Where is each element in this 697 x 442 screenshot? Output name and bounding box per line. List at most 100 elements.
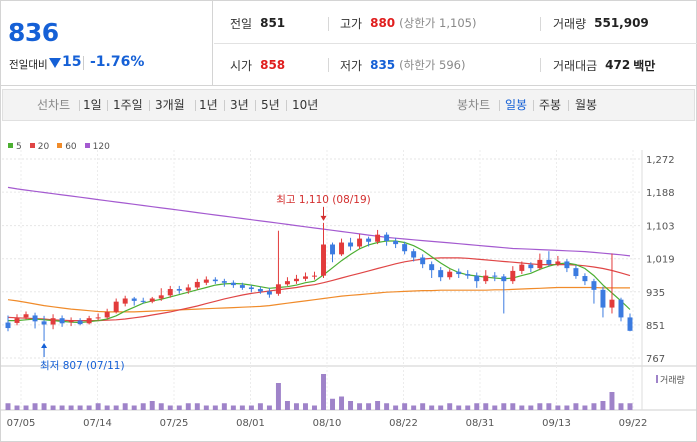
legend-item-ma20: 20: [29, 142, 49, 152]
volume-bar: [519, 405, 525, 410]
candle-body: [510, 270, 516, 282]
stat-divider: [540, 58, 541, 72]
volume-bar: [104, 405, 110, 410]
tab-divider: [149, 100, 150, 111]
volume-bar: [14, 405, 20, 410]
candle-body: [86, 318, 92, 324]
volume-bar: [95, 403, 101, 410]
tab-divider: [195, 100, 196, 111]
volume-bar: [339, 396, 345, 410]
stat-value: 858: [260, 58, 286, 72]
candle-body: [447, 271, 453, 278]
volume-bar: [402, 403, 408, 410]
tab-divider: [533, 100, 534, 111]
candle-body: [221, 281, 227, 283]
volume-bar: [348, 401, 354, 410]
tab-1w[interactable]: 1주일: [113, 98, 143, 112]
candle-body: [230, 282, 236, 286]
volume-bar: [555, 405, 561, 410]
volume-bar: [483, 403, 489, 410]
y-tick-label: 935: [646, 288, 665, 299]
candle-body: [348, 242, 354, 247]
tab-weekly[interactable]: 주봉: [539, 98, 562, 112]
volume-bar: [564, 405, 570, 410]
tab-3m[interactable]: 3개월: [155, 98, 185, 112]
y-tick-label: 1,019: [646, 255, 675, 266]
x-tick-label: 08/01: [236, 418, 265, 429]
volume-bar: [627, 403, 633, 410]
tab-10y[interactable]: 10년: [292, 98, 319, 112]
candle-body: [23, 314, 29, 318]
low-annotation: 최저 807 (07/11): [40, 360, 125, 372]
volume-bar: [465, 405, 471, 410]
volume-bar: [447, 403, 453, 410]
volume-bar: [591, 403, 597, 410]
candle-body: [275, 284, 281, 294]
volume-bar: [167, 405, 173, 410]
volume-bar: [293, 403, 299, 410]
candle-body: [194, 281, 200, 288]
volume-bar: [618, 403, 624, 410]
chart-period-tabs: 선차트 1일 1주일 3개월 1년 3년 5년 10년 봉차트 일봉 주봉 월봉: [2, 89, 695, 121]
candle-body: [77, 320, 83, 325]
volume-bar: [239, 405, 245, 410]
tab-daily[interactable]: 일봉: [505, 98, 528, 112]
x-tick-label: 09/22: [619, 418, 648, 429]
volume-bar: [68, 405, 74, 410]
tab-divider: [568, 100, 569, 111]
candle-body: [321, 244, 326, 276]
volume-bar: [357, 403, 363, 410]
y-tick-label: 1,188: [646, 188, 675, 199]
volume-bar: [312, 405, 317, 410]
volume-bar: [23, 405, 29, 410]
candle-body: [266, 291, 272, 295]
volume-bar: [203, 405, 209, 410]
current-price: 836: [8, 18, 59, 47]
volume-bar: [86, 405, 92, 410]
tab-line-chart[interactable]: 선차트: [37, 98, 71, 112]
volume-bar: [50, 405, 56, 410]
candle-body: [176, 289, 182, 291]
volume-bar: [158, 403, 164, 410]
volume-bar: [113, 405, 119, 410]
candle-body: [375, 234, 381, 242]
volume-legend-label: 거래량: [660, 374, 685, 386]
volume-bar: [194, 403, 200, 410]
candle-body: [465, 274, 471, 276]
candle-body: [95, 317, 101, 319]
candle-body: [5, 322, 11, 329]
ma60-line: [7, 286, 630, 313]
stat-sub: (하한가 596): [399, 58, 466, 72]
stat-unit: 백만: [633, 58, 656, 73]
volume-bar: [77, 405, 83, 410]
tab-candle-chart[interactable]: 봉차트: [457, 98, 491, 112]
tab-5y[interactable]: 5년: [261, 98, 280, 112]
high-annotation: 최고 1,110 (08/19): [276, 194, 371, 206]
volume-bar: [149, 401, 155, 410]
volume-bar: [582, 405, 588, 410]
candle-body: [14, 318, 20, 323]
tab-divider: [224, 100, 225, 111]
volume-bar: [321, 374, 326, 410]
tab-1d[interactable]: 1일: [83, 98, 102, 112]
volume-legend-swatch: [656, 375, 658, 383]
stat-value: 472: [605, 58, 631, 72]
ma120-line: [7, 186, 631, 257]
volume-bar: [438, 405, 444, 410]
candle-body: [185, 287, 191, 291]
volume-bar: [248, 405, 254, 410]
candle-body: [140, 300, 146, 302]
volume-bar: [573, 403, 579, 410]
volume-bar: [366, 403, 372, 410]
stat-label: 저가: [340, 58, 363, 73]
tab-3y[interactable]: 3년: [230, 98, 249, 112]
x-tick-label: 07/25: [160, 418, 189, 429]
volume-bar: [284, 401, 290, 410]
tab-1y[interactable]: 1년: [199, 98, 218, 112]
tab-monthly[interactable]: 월봉: [575, 98, 598, 112]
candle-body: [528, 264, 534, 269]
candle-body: [564, 261, 570, 269]
candle-body: [429, 264, 435, 271]
stat-open: 시가 858: [230, 44, 285, 86]
